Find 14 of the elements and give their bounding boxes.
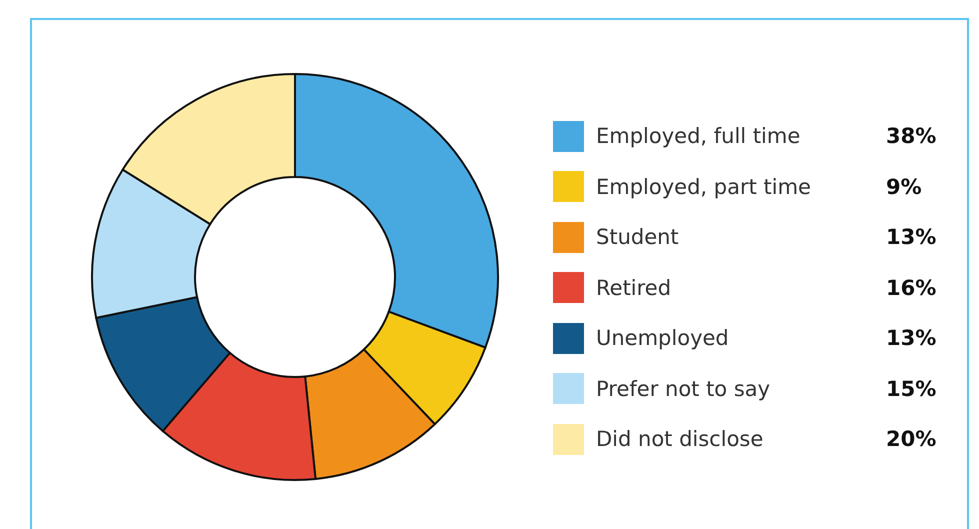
data-label: 13%: [886, 326, 936, 350]
legend-label: Employed, full time: [596, 124, 802, 148]
data-label: 38%: [886, 124, 936, 148]
data-label: 20%: [886, 427, 936, 452]
data-label: 15%: [886, 376, 936, 401]
data-label: 9%: [886, 174, 922, 199]
data-label: 13%: [886, 225, 936, 250]
legend-label: Did not disclose: [596, 427, 764, 452]
legend-label: Student: [596, 225, 680, 250]
legend-label: Prefer not to say: [596, 376, 772, 401]
legend-label: Employed, part time: [596, 174, 812, 199]
legend-label: Unemployed: [596, 326, 730, 350]
data-label: 16%: [886, 276, 936, 300]
legend-label: Retired: [596, 276, 672, 300]
